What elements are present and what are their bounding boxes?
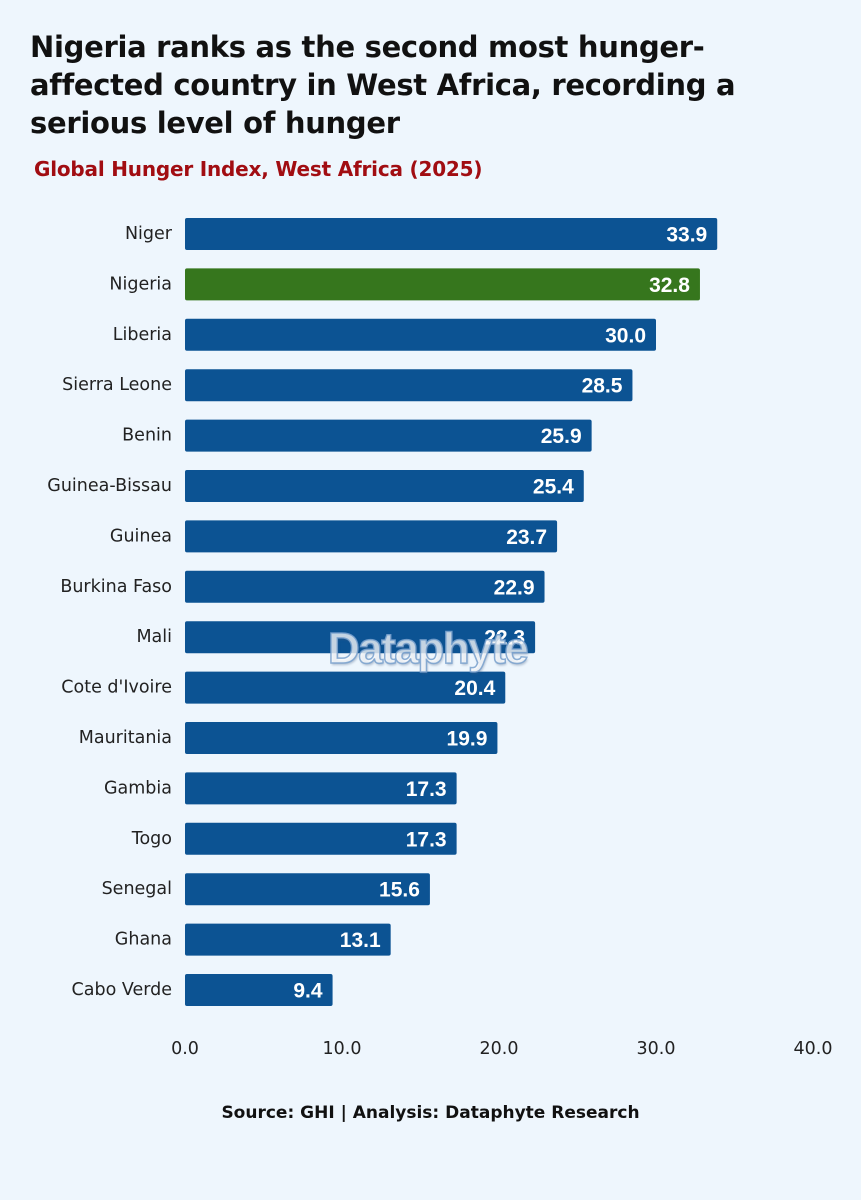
value-label: 19.9	[447, 728, 488, 751]
category-label: Sierra Leone	[62, 375, 172, 395]
category-label: Cabo Verde	[72, 980, 172, 1000]
bar	[185, 570, 545, 603]
value-label: 9.4	[293, 980, 323, 1003]
category-label: Cote d'Ivoire	[61, 678, 172, 698]
value-label: 22.3	[484, 627, 525, 650]
category-label: Mauritania	[79, 728, 172, 748]
x-axis-ticks: 0.0 10.0 20.0 30.0 40.0	[171, 1039, 832, 1059]
category-label: Niger	[125, 224, 173, 244]
chart-subtitle: Global Hunger Index, West Africa (2025)	[34, 157, 483, 181]
bar	[185, 268, 700, 301]
category-label: Mali	[136, 627, 172, 647]
category-labels: Niger Nigeria Liberia Sierra Leone Benin Guin…	[47, 224, 173, 1000]
value-label: 22.9	[494, 576, 535, 599]
bar	[185, 218, 718, 250]
bar	[185, 318, 656, 351]
x-tick-label: 0.0	[171, 1039, 199, 1059]
source-note: Source: GHI | Analysis: Dataphyte Resear…	[221, 1103, 640, 1123]
category-label: Nigeria	[109, 274, 172, 294]
x-tick-label: 30.0	[637, 1039, 676, 1059]
category-label: Guinea	[110, 526, 172, 546]
bar	[185, 470, 584, 502]
x-tick-label: 40.0	[794, 1039, 833, 1059]
value-label: 20.4	[454, 677, 495, 700]
x-tick-label: 20.0	[480, 1039, 519, 1059]
value-label: 25.4	[533, 476, 574, 499]
bar	[185, 671, 506, 704]
bar	[185, 520, 558, 553]
value-label: 23.7	[506, 526, 547, 549]
bar	[185, 974, 333, 1006]
bar	[185, 772, 457, 805]
category-label: Guinea-Bissau	[47, 476, 172, 496]
category-label: Liberia	[113, 325, 172, 345]
value-label: 13.1	[340, 929, 381, 952]
x-tick-label: 10.0	[323, 1039, 362, 1059]
category-label: Benin	[122, 426, 172, 446]
value-label: 32.8	[649, 274, 690, 297]
category-label: Burkina Faso	[60, 577, 172, 597]
category-label: Ghana	[115, 930, 172, 950]
category-label: Togo	[131, 829, 172, 849]
bar	[185, 873, 430, 906]
value-label: 28.5	[582, 375, 623, 398]
value-label: 15.6	[379, 879, 420, 902]
category-label: Senegal	[102, 879, 172, 899]
value-label: 17.3	[406, 778, 447, 801]
bar	[185, 369, 633, 402]
category-label: Gambia	[104, 778, 172, 798]
value-label: 30.0	[605, 324, 646, 347]
chart-title: Nigeria ranks as the second most hunger-…	[30, 30, 736, 140]
bar	[185, 923, 391, 956]
value-label: 17.3	[406, 828, 447, 851]
value-label: 25.9	[541, 425, 582, 448]
value-labels: 33.9 32.8 30.0 28.5 25.9 25.4 23.7 22.9 22.3 20.4…	[293, 224, 707, 1003]
bar	[185, 822, 457, 855]
bar	[185, 419, 592, 452]
bar	[185, 621, 536, 654]
value-label: 33.9	[666, 224, 707, 247]
bar	[185, 722, 498, 754]
bars	[185, 218, 718, 1006]
